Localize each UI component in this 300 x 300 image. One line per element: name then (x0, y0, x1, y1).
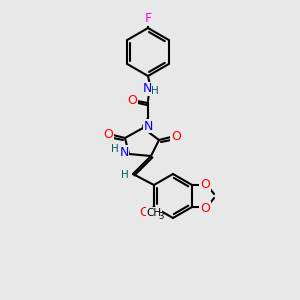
Text: O: O (171, 130, 181, 142)
Text: O: O (127, 94, 137, 106)
Text: O: O (200, 202, 210, 214)
Text: CH: CH (146, 208, 161, 218)
Text: H: H (121, 170, 129, 180)
Text: H: H (111, 144, 119, 154)
Text: O: O (103, 128, 113, 140)
Text: 3: 3 (158, 212, 164, 221)
Text: F: F (144, 13, 152, 26)
Text: N: N (142, 82, 152, 95)
Text: N: N (119, 146, 129, 158)
Text: H: H (151, 86, 159, 96)
Text: O: O (139, 206, 148, 219)
Text: O: O (200, 178, 210, 190)
Text: N: N (143, 119, 153, 133)
